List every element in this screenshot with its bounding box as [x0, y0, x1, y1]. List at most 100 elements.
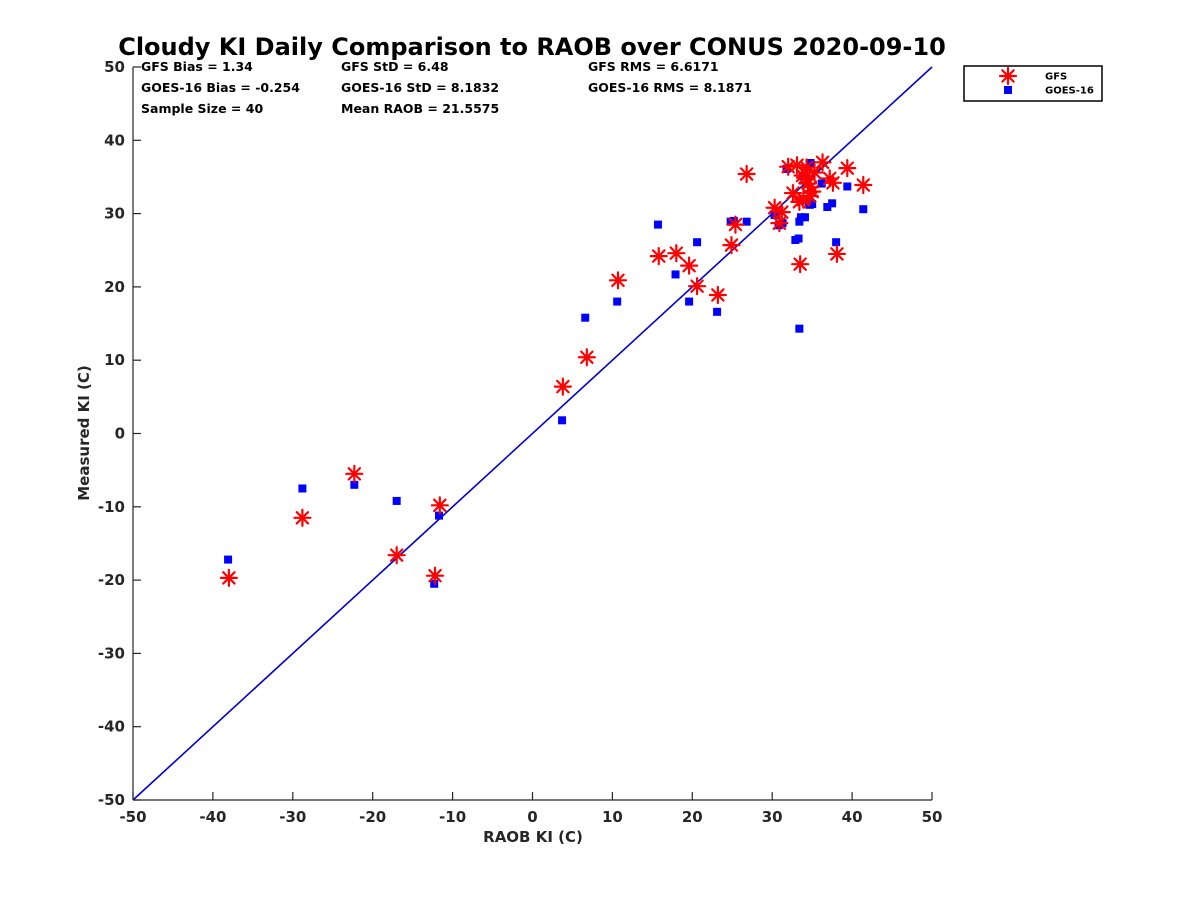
- x-tick-label: 40: [842, 808, 863, 826]
- gfs-point: [387, 546, 406, 565]
- gfs-point: [425, 566, 445, 585]
- gfs-point: [726, 215, 745, 234]
- gfs-point: [430, 496, 449, 515]
- gfs-point: [649, 247, 668, 266]
- goes-16-point: [823, 203, 832, 212]
- x-tick-label: -10: [439, 808, 466, 826]
- gfs-point: [813, 153, 832, 172]
- legend-box: [963, 65, 1103, 102]
- goes-16-point: [795, 217, 804, 226]
- y-tick-label: -30: [98, 644, 125, 662]
- y-tick-label: 50: [104, 58, 125, 76]
- y-tick-label: 30: [104, 205, 125, 223]
- x-axis-label: RAOB KI (C): [483, 828, 583, 846]
- gfs-point: [737, 164, 756, 184]
- stat-text: Mean RAOB = 21.5575: [341, 101, 499, 116]
- gfs-point: [801, 178, 820, 197]
- y-tick-label: -50: [98, 791, 125, 809]
- gfs-point: [708, 285, 727, 305]
- y-tick-label: 40: [104, 131, 125, 149]
- legend-marker-gfs: [998, 66, 1018, 86]
- goes-16-point: [713, 307, 722, 316]
- gfs-point: [687, 277, 707, 296]
- gfs-point: [827, 244, 847, 264]
- gfs-point: [854, 175, 873, 195]
- gfs-point: [783, 183, 803, 203]
- goes-16-point: [435, 511, 444, 520]
- stat-text: GFS RMS = 6.6171: [588, 59, 719, 74]
- goes-16-point: [795, 324, 804, 333]
- goes-16-point: [558, 416, 567, 425]
- reference-line: [132, 66, 933, 801]
- gfs-point: [577, 348, 596, 367]
- x-tick-label: 0: [527, 808, 537, 826]
- stat-text: Sample Size = 40: [141, 101, 263, 116]
- goes-16-point: [581, 313, 590, 322]
- goes-16-point: [817, 179, 826, 188]
- goes-16-point: [685, 297, 694, 306]
- goes-16-point: [298, 484, 307, 493]
- gfs-point: [770, 214, 789, 233]
- goes-16-point: [693, 238, 702, 247]
- x-tick-label: 50: [922, 808, 943, 826]
- goes-16-point: [613, 297, 622, 306]
- y-axis-label: Measured KI (C): [75, 365, 93, 501]
- stats-annotations: GFS Bias = 1.34 GFS StD = 6.48 GFS RMS = 6…: [141, 59, 752, 116]
- x-tick-label: -30: [279, 808, 306, 826]
- goes-16-point: [800, 213, 809, 222]
- legend-label-gfs: GFS: [1045, 72, 1067, 83]
- gfs-point: [608, 271, 628, 290]
- stat-text: GFS StD = 6.48: [341, 59, 449, 74]
- goes-16-point: [671, 270, 680, 279]
- gfs-point: [667, 244, 686, 263]
- y-tick-label: -40: [98, 718, 125, 736]
- gfs-point: [823, 173, 843, 192]
- x-tick-label: -50: [119, 808, 146, 826]
- gfs-point: [787, 156, 807, 175]
- y-tick-label: 10: [104, 351, 125, 369]
- goes-16-point: [859, 205, 868, 214]
- gfs-point: [838, 159, 857, 178]
- gfs-point: [553, 377, 572, 396]
- goes-16-point: [392, 496, 401, 505]
- y-tick-label: -10: [98, 498, 125, 516]
- chart-title: Cloudy KI Daily Comparison to RAOB over …: [118, 33, 946, 61]
- goes-16-point: [843, 182, 852, 191]
- x-tick-label: 10: [602, 808, 623, 826]
- legend[interactable]: GFS GOES-16: [963, 65, 1103, 102]
- goes-16-point: [653, 220, 662, 229]
- gfs-point: [772, 203, 791, 222]
- stat-text: GOES-16 RMS = 8.1871: [588, 80, 752, 95]
- goes-16-point: [350, 480, 359, 489]
- gfs-point: [680, 256, 699, 275]
- y-tick-label: -20: [98, 571, 125, 589]
- axes: -50 -40 -30 -20 -10 0 10 20 30 40 50 -50 -40 -30 -20 -1…: [98, 58, 943, 826]
- gfs-point: [791, 255, 810, 274]
- x-tick-label: 20: [682, 808, 703, 826]
- gfs-point: [722, 236, 741, 255]
- x-tick-label: -40: [199, 808, 226, 826]
- legend-label-goes-16: GOES-16: [1045, 86, 1094, 97]
- series-gfs: [219, 153, 873, 588]
- stat-text: GOES-16 Bias = -0.254: [141, 80, 300, 95]
- gfs-point: [293, 508, 312, 527]
- gfs-point: [794, 190, 813, 209]
- y-tick-label: 0: [115, 425, 125, 443]
- x-tick-label: 30: [762, 808, 783, 826]
- x-tick-label: -20: [359, 808, 386, 826]
- goes-16-point: [729, 216, 738, 225]
- gfs-point: [219, 568, 238, 588]
- legend-marker-goes-16: [1004, 86, 1012, 94]
- goes-16-point: [808, 200, 817, 209]
- y-tick-label: 20: [104, 278, 125, 296]
- data-marks: [219, 153, 873, 588]
- goes-16-point: [794, 234, 803, 243]
- stat-text: GOES-16 StD = 8.1832: [341, 80, 499, 95]
- stat-text: GFS Bias = 1.34: [141, 59, 253, 74]
- gfs-point: [345, 464, 364, 483]
- plot-area: [132, 66, 933, 801]
- goes-16-point: [742, 217, 751, 226]
- gfs-point: [797, 158, 816, 177]
